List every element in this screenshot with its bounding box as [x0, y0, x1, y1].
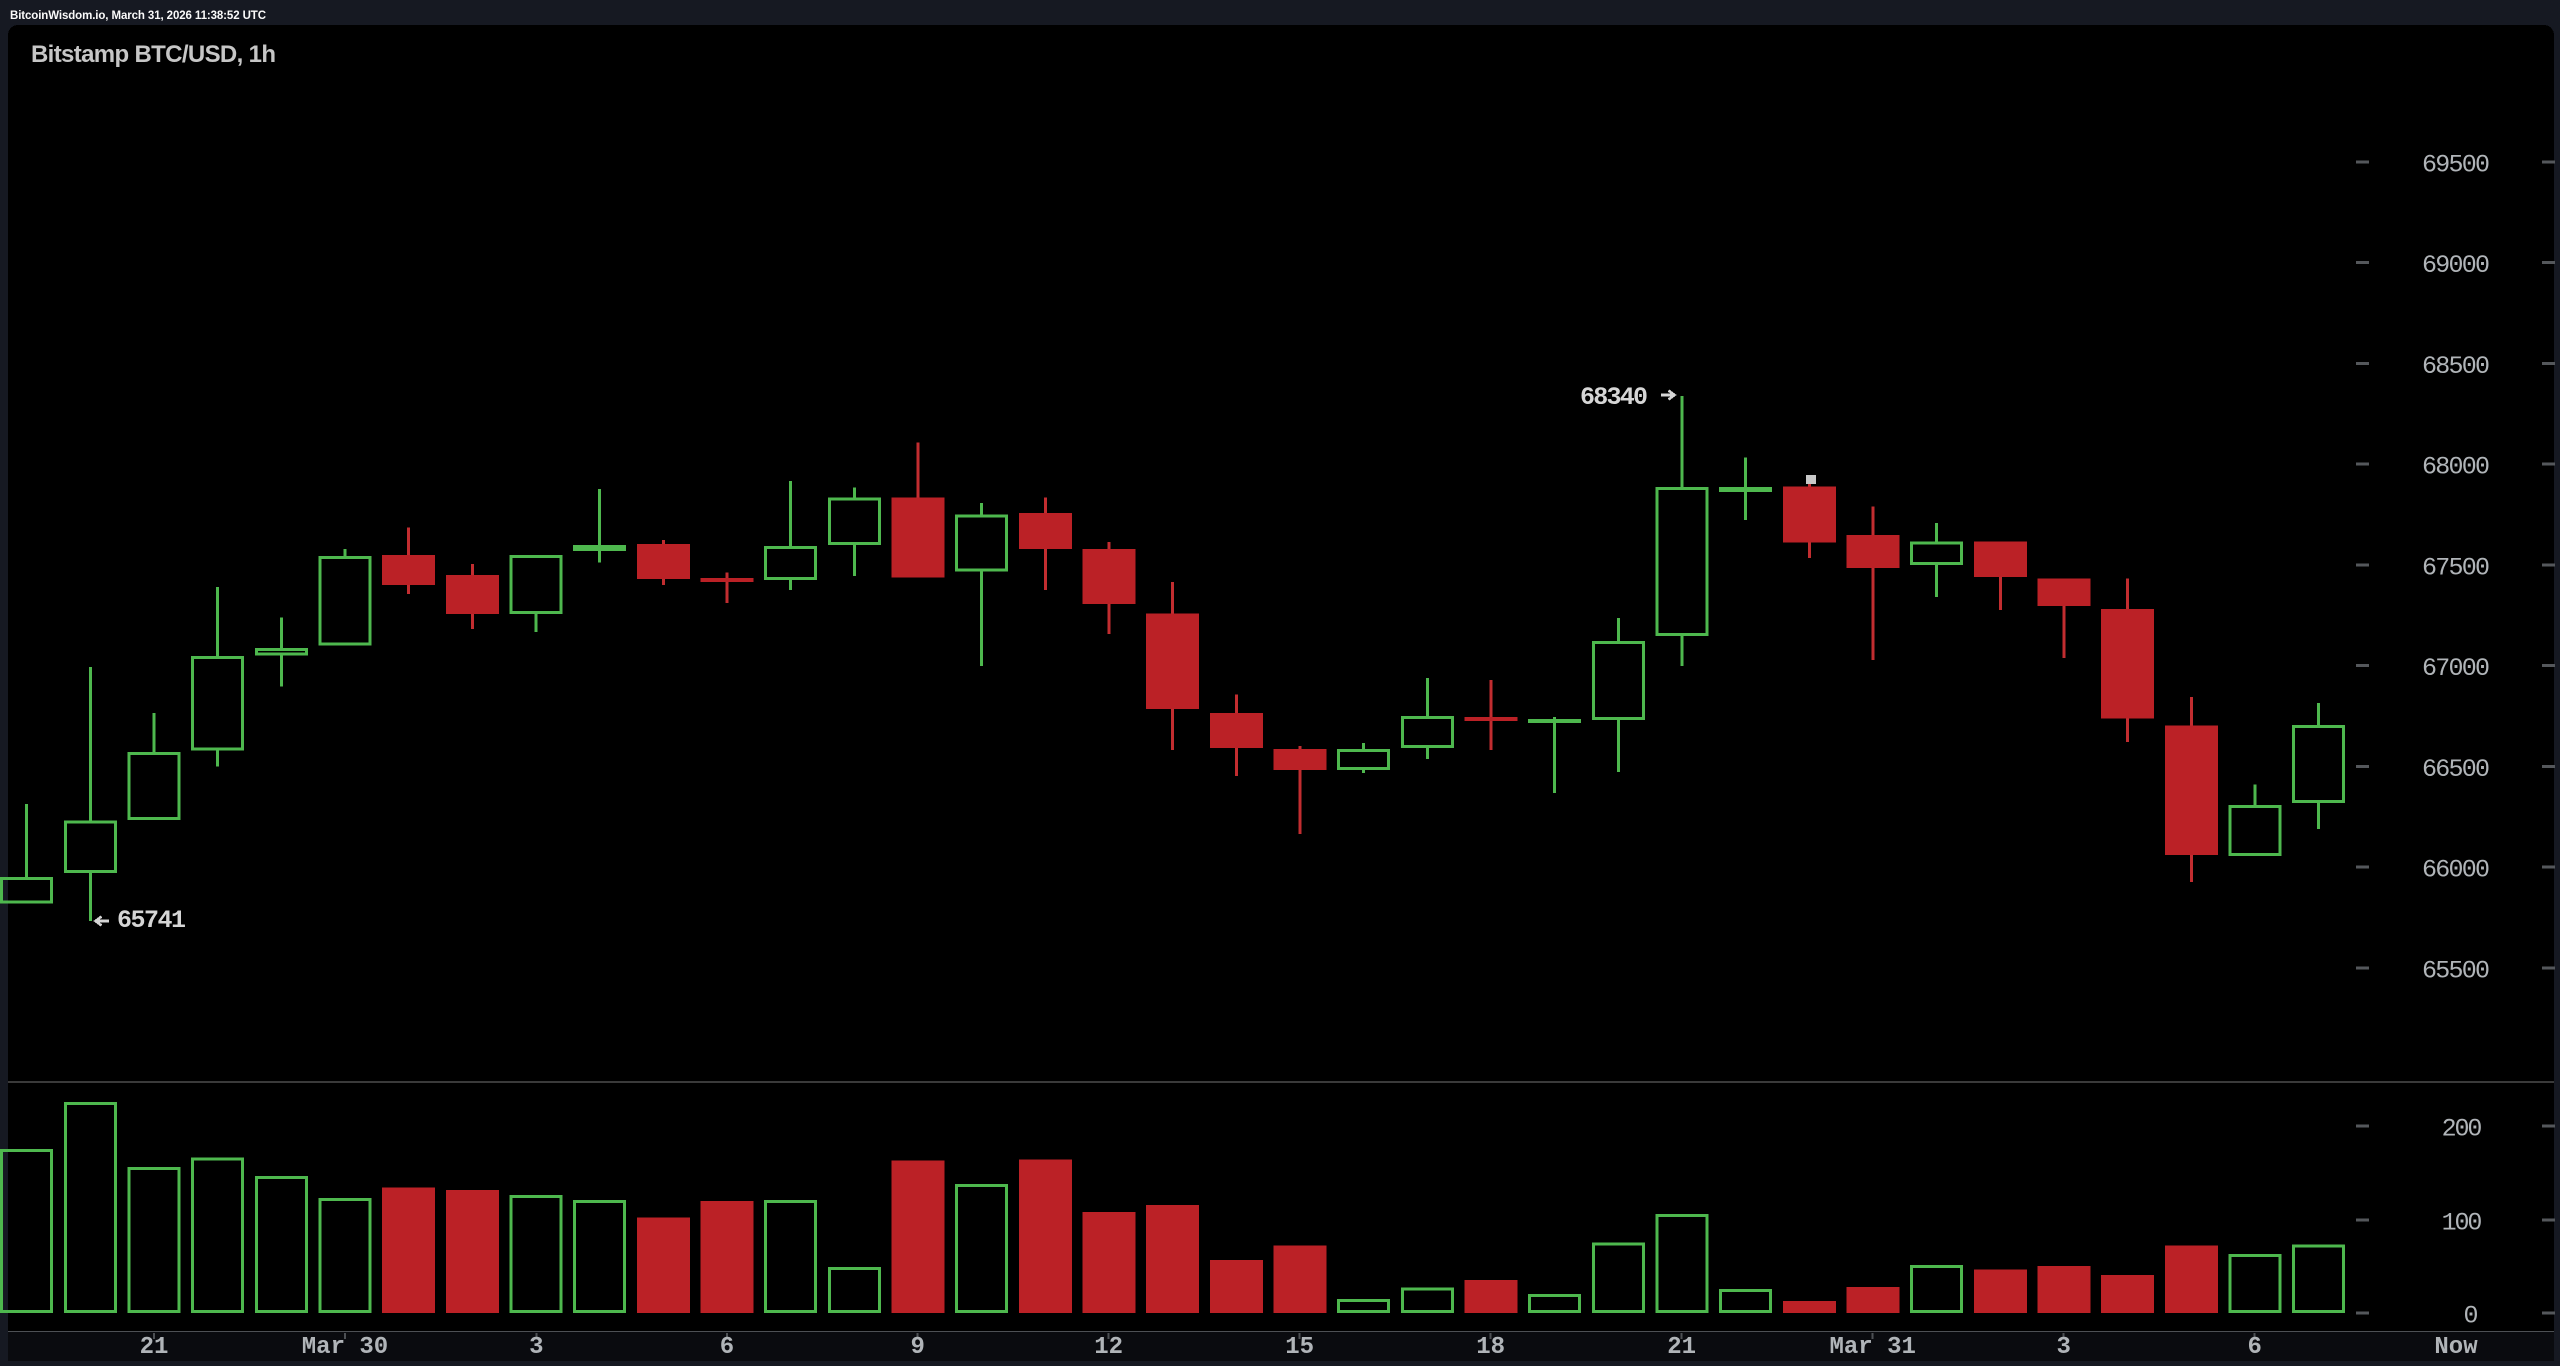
- svg-text:12: 12: [1094, 1334, 1123, 1361]
- svg-text:3: 3: [2056, 1334, 2070, 1361]
- svg-text:3: 3: [529, 1334, 543, 1361]
- svg-text:21: 21: [140, 1334, 169, 1361]
- svg-text:21: 21: [1667, 1334, 1696, 1361]
- svg-text:66500: 66500: [2422, 755, 2490, 784]
- svg-text:68000: 68000: [2422, 453, 2490, 482]
- svg-text:67000: 67000: [2422, 654, 2490, 683]
- svg-text:Mar 31: Mar 31: [1829, 1334, 1915, 1361]
- svg-text:15: 15: [1285, 1334, 1314, 1361]
- svg-text:0: 0: [2463, 1302, 2478, 1331]
- svg-text:9: 9: [910, 1334, 924, 1361]
- svg-text:67500: 67500: [2422, 553, 2490, 582]
- svg-text:100: 100: [2442, 1209, 2483, 1238]
- svg-text:65500: 65500: [2422, 956, 2490, 985]
- svg-text:68500: 68500: [2422, 352, 2490, 381]
- svg-text:Bitstamp BTC/USD, 1h: Bitstamp BTC/USD, 1h: [31, 41, 276, 68]
- svg-text:200: 200: [2442, 1115, 2483, 1144]
- svg-text:69500: 69500: [2422, 151, 2490, 180]
- svg-text:65741: 65741: [117, 906, 186, 935]
- svg-text:69000: 69000: [2422, 251, 2490, 280]
- svg-text:18: 18: [1476, 1334, 1505, 1361]
- svg-text:Mar 30: Mar 30: [302, 1334, 388, 1361]
- svg-text:66000: 66000: [2422, 856, 2490, 885]
- svg-text:BitcoinWisdom.io, March 31, 20: BitcoinWisdom.io, March 31, 2026 11:38:5…: [10, 10, 266, 22]
- svg-text:6: 6: [720, 1334, 734, 1361]
- svg-text:68340: 68340: [1580, 383, 1648, 412]
- svg-text:6: 6: [2247, 1334, 2261, 1361]
- svg-text:Now: Now: [2434, 1334, 2478, 1361]
